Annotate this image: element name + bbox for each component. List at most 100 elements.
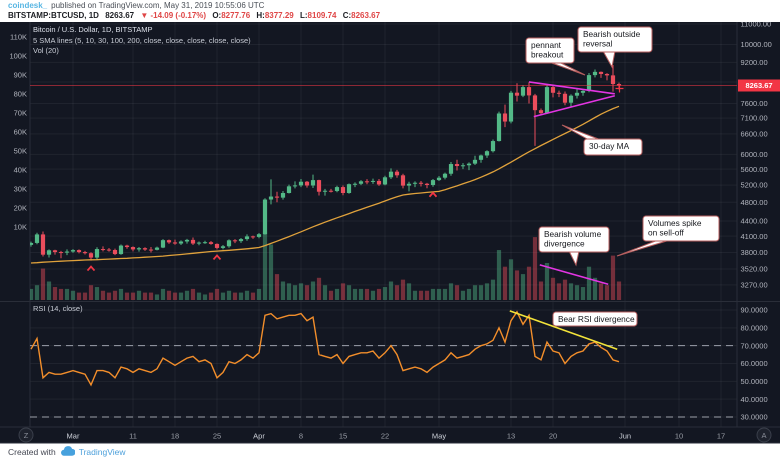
callout-bear-rsi-divergence[interactable]: Bear RSI divergence — [552, 311, 638, 327]
candle — [118, 244, 124, 255]
candle — [202, 240, 208, 244]
volume-bar — [574, 285, 580, 300]
svg-text:A: A — [761, 431, 766, 440]
pennant-lower-line[interactable] — [533, 94, 615, 118]
last-price-line — [30, 84, 737, 93]
svg-text:8263.67: 8263.67 — [745, 81, 772, 90]
candle — [70, 249, 76, 253]
created-with-text: Created with — [8, 446, 56, 457]
volume-bar — [220, 292, 226, 300]
candle — [562, 91, 568, 106]
volume-bar — [286, 283, 292, 300]
candle — [304, 180, 310, 188]
candle — [106, 248, 112, 252]
volume-bar — [76, 292, 82, 300]
volume-bar — [124, 292, 130, 300]
pennant-upper-line[interactable] — [528, 81, 615, 95]
callout-30-day-ma[interactable]: 30-day MA — [561, 124, 643, 156]
volume-bar — [310, 281, 316, 300]
volume-bar — [442, 288, 448, 300]
chevron-up-icon — [86, 265, 96, 272]
chevron-up-icon — [212, 254, 222, 261]
volume-bar — [316, 277, 322, 300]
volume-divergence-line[interactable] — [539, 264, 609, 286]
svg-text:20K: 20K — [14, 204, 27, 213]
svg-text:Apr: Apr — [253, 432, 265, 441]
trendline-drawings[interactable] — [509, 81, 618, 350]
svg-text:Jun: Jun — [619, 432, 631, 441]
volume-bar — [436, 288, 442, 300]
svg-text:60.0000: 60.0000 — [741, 359, 768, 368]
candle — [550, 85, 556, 98]
candle — [160, 239, 166, 249]
rsi-divergence-line[interactable] — [509, 310, 618, 350]
candle — [364, 179, 370, 185]
volume-bar — [298, 283, 304, 300]
volume-bar — [58, 288, 64, 300]
candle — [268, 179, 274, 205]
volume-bar — [520, 274, 526, 300]
rsi-pane-label[interactable]: RSI (14, close) — [33, 304, 83, 313]
volume-bar — [346, 285, 352, 300]
volume-bar — [370, 290, 376, 300]
tradingview-link[interactable]: TradingView — [78, 446, 126, 457]
volume-bar — [496, 250, 502, 300]
publish-info: coindesk_ published on TradingView.com, M… — [8, 1, 264, 10]
svg-text:9200.00: 9200.00 — [741, 58, 768, 67]
candle — [340, 185, 346, 196]
price-pane[interactable] — [30, 22, 737, 300]
svg-text:17: 17 — [717, 432, 725, 441]
low-value: 8109.74 — [307, 11, 337, 20]
candle — [166, 239, 172, 244]
volume-bar — [424, 290, 430, 300]
legend-indicator-vol[interactable]: Vol (20) — [33, 46, 59, 55]
volume-bar — [532, 237, 538, 300]
volume-bar — [388, 281, 394, 300]
author-link[interactable]: coindesk_ — [8, 1, 48, 10]
volume-bar — [268, 244, 274, 300]
timezone-button[interactable]: Z — [18, 427, 34, 443]
candle — [430, 178, 436, 187]
candle — [214, 243, 220, 250]
volume-bar — [448, 283, 454, 300]
svg-text:divergence: divergence — [544, 239, 585, 249]
svg-text:30.0000: 30.0000 — [741, 413, 768, 422]
candle — [124, 244, 130, 249]
legend-symbol[interactable]: Bitcoin / U.S. Dollar, 1D, BITSTAMP — [33, 25, 153, 34]
auto-scale-button[interactable]: A — [756, 427, 772, 443]
volume-bar — [190, 288, 196, 300]
axis-labels[interactable]: 11000.0010000.009200.008400.007600.00710… — [9, 20, 780, 441]
rsi-plot — [30, 310, 737, 418]
candle — [472, 155, 478, 165]
volume-bar — [214, 288, 220, 300]
volume-bar — [166, 290, 172, 300]
candle — [508, 90, 514, 124]
volume-bar — [592, 277, 598, 300]
legend-indicator-sma[interactable]: 5 SMA lines (5, 10, 30, 100, 200, close,… — [33, 35, 251, 45]
volume-bar — [598, 283, 604, 300]
volume-bar — [412, 290, 418, 300]
volume-bar — [580, 287, 586, 300]
svg-text:5200.00: 5200.00 — [741, 181, 768, 190]
chart-legend: Bitcoin / U.S. Dollar, 1D, BITSTAMP 5 SM… — [33, 25, 251, 57]
candle — [112, 248, 118, 256]
candle — [298, 178, 304, 188]
svg-text:10: 10 — [675, 432, 683, 441]
volume-bar — [46, 281, 52, 300]
svg-text:breakout: breakout — [531, 50, 564, 60]
candle — [490, 139, 496, 153]
svg-text:6000.00: 6000.00 — [741, 150, 768, 159]
price-tag — [738, 79, 780, 92]
volume-bar — [484, 283, 490, 300]
candle — [184, 238, 190, 244]
svg-text:60K: 60K — [14, 128, 27, 137]
svg-text:8: 8 — [299, 432, 303, 441]
